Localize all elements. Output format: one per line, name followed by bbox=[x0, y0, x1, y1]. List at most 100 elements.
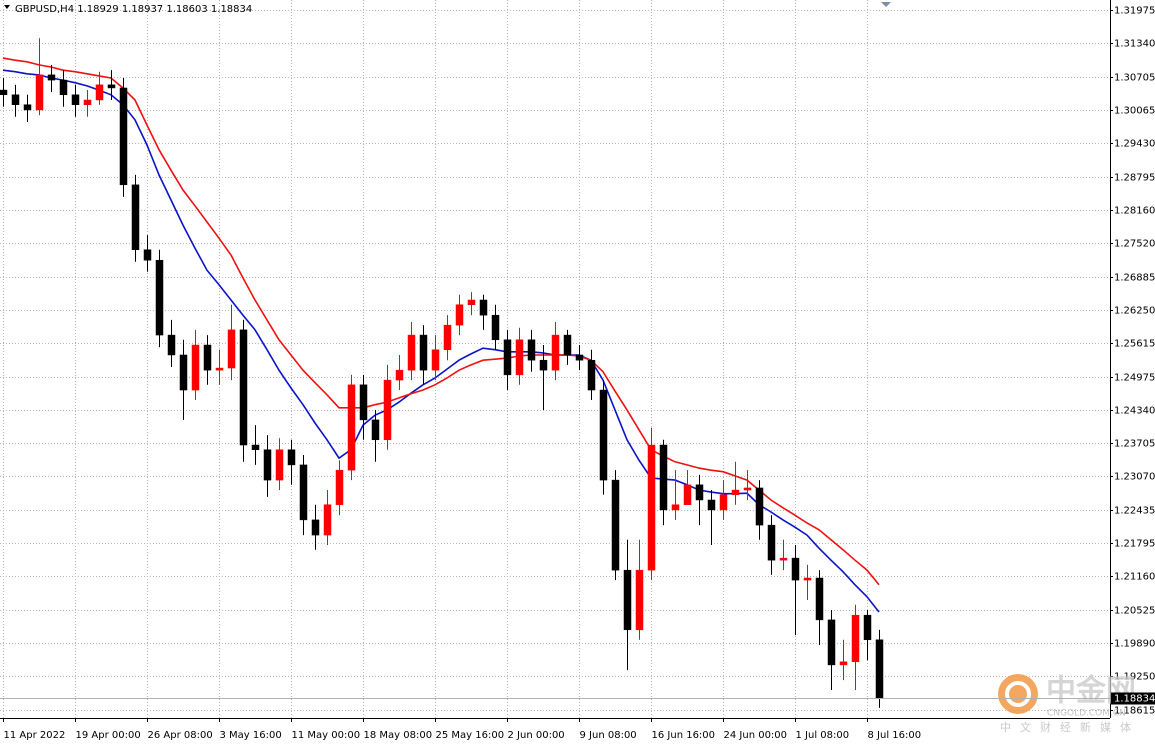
candle-body bbox=[815, 577, 824, 621]
candle-body bbox=[275, 449, 284, 481]
candle-body bbox=[875, 639, 884, 699]
y-tick-label: 1.23705 bbox=[1114, 439, 1155, 450]
bar-close: 1.18834 bbox=[211, 4, 252, 15]
candle-body bbox=[455, 304, 464, 326]
y-tick-label: 1.22435 bbox=[1114, 506, 1155, 517]
y-tick-label: 1.31340 bbox=[1114, 39, 1155, 50]
x-tick-label: 8 Jul 16:00 bbox=[868, 730, 922, 741]
moving-average-line bbox=[2, 57, 880, 586]
candle-body bbox=[239, 329, 248, 446]
candle-body bbox=[335, 469, 344, 505]
shift-marker[interactable] bbox=[881, 2, 891, 7]
y-tick-label: 1.25615 bbox=[1114, 339, 1155, 350]
candle-body bbox=[215, 367, 224, 371]
candle-body bbox=[0, 89, 8, 96]
candle-body bbox=[731, 489, 740, 496]
candle-body bbox=[191, 344, 200, 391]
candle-body bbox=[767, 524, 776, 561]
menu-triangle[interactable] bbox=[4, 5, 10, 9]
candle-body bbox=[623, 569, 632, 631]
candle-body bbox=[635, 569, 644, 631]
y-tick-label: 1.31975 bbox=[1114, 6, 1155, 17]
watermark-slogan: 中文财经新媒体 bbox=[1000, 720, 1140, 734]
candle-body bbox=[371, 419, 380, 441]
candle-body bbox=[803, 577, 812, 581]
candle-body bbox=[47, 74, 56, 81]
watermark-site: CNGOLD.COM.CN bbox=[1047, 709, 1126, 719]
x-tick-label: 24 Jun 00:00 bbox=[724, 730, 788, 741]
bar-low: 1.18603 bbox=[166, 4, 207, 15]
y-tick-label: 1.26885 bbox=[1114, 273, 1155, 284]
x-tick-label: 16 Jun 16:00 bbox=[652, 730, 716, 741]
candle-body bbox=[659, 444, 668, 511]
candle-body bbox=[407, 334, 416, 371]
header: GBPUSD,H4 1.18929 1.18937 1.18603 1.1883… bbox=[15, 4, 252, 15]
y-tick-label: 1.18615 bbox=[1114, 706, 1155, 717]
candle-body bbox=[743, 487, 752, 491]
candle-body bbox=[203, 344, 212, 371]
candle-body bbox=[587, 359, 596, 391]
candle-body bbox=[431, 349, 440, 371]
candle-body bbox=[791, 557, 800, 581]
candles bbox=[0, 38, 884, 708]
candle-body bbox=[395, 369, 404, 381]
candle-body bbox=[707, 499, 716, 511]
bar-open: 1.18929 bbox=[77, 4, 118, 15]
candle-body bbox=[179, 354, 188, 391]
x-tick-label: 11 Apr 2022 bbox=[4, 730, 66, 741]
candle-body bbox=[443, 324, 452, 350]
price-tag: 1.18834 bbox=[0, 692, 1155, 705]
x-tick-label: 9 Jun 08:00 bbox=[580, 730, 637, 741]
candle-body bbox=[359, 384, 368, 421]
candle-body bbox=[287, 449, 296, 466]
bar-high: 1.18937 bbox=[122, 4, 163, 15]
candle-body bbox=[311, 519, 320, 536]
candle-body bbox=[611, 479, 620, 571]
watermark-logo bbox=[998, 674, 1038, 714]
candle-body bbox=[167, 334, 176, 356]
candle-body bbox=[71, 94, 80, 105]
candle-body bbox=[83, 99, 92, 105]
axes: 1.31975 1.31340 1.30705 1.30065 1.29430 1.287… bbox=[3, 6, 1155, 741]
y-tick-label: 1.23070 bbox=[1114, 472, 1155, 483]
y-tick-label: 1.27520 bbox=[1114, 239, 1155, 250]
symbol: GBPUSD,H4 bbox=[15, 4, 74, 15]
candle-body bbox=[263, 449, 272, 481]
y-tick-label: 1.30065 bbox=[1114, 106, 1155, 117]
candle-body bbox=[95, 84, 104, 101]
x-tick-label: 1 Jul 08:00 bbox=[796, 730, 850, 741]
candle-body bbox=[59, 79, 68, 96]
candle-body bbox=[719, 494, 728, 511]
y-tick-label: 1.21160 bbox=[1114, 572, 1155, 583]
price-tag-label: 1.18834 bbox=[1114, 694, 1155, 705]
candle-body bbox=[575, 354, 584, 361]
candle-body bbox=[35, 74, 44, 111]
y-tick-label: 1.19250 bbox=[1114, 672, 1155, 683]
candle-body bbox=[779, 557, 788, 561]
candle-body bbox=[515, 339, 524, 376]
y-tick-label: 1.19890 bbox=[1114, 639, 1155, 650]
candle-body bbox=[491, 314, 500, 341]
candle-body bbox=[155, 259, 164, 336]
y-tick-label: 1.29430 bbox=[1114, 139, 1155, 150]
x-tick-label: 19 Apr 00:00 bbox=[76, 730, 141, 741]
candle-body bbox=[599, 389, 608, 481]
candle-body bbox=[419, 334, 428, 371]
x-tick-label: 2 Jun 00:00 bbox=[508, 730, 565, 741]
x-tick-label: 26 Apr 08:00 bbox=[148, 730, 213, 741]
candle-body bbox=[551, 334, 560, 371]
candle-body bbox=[863, 614, 872, 641]
candle-body bbox=[143, 249, 152, 261]
candle-body bbox=[467, 299, 476, 305]
candle-body bbox=[563, 334, 572, 356]
candle-body bbox=[671, 504, 680, 511]
candle-body bbox=[683, 484, 692, 505]
x-tick-label: 25 May 16:00 bbox=[436, 730, 505, 741]
candle-body bbox=[347, 384, 356, 471]
candle-body bbox=[695, 484, 704, 501]
candle-body bbox=[647, 444, 656, 571]
y-tick-label: 1.28160 bbox=[1114, 206, 1155, 217]
candle-body bbox=[323, 504, 332, 536]
